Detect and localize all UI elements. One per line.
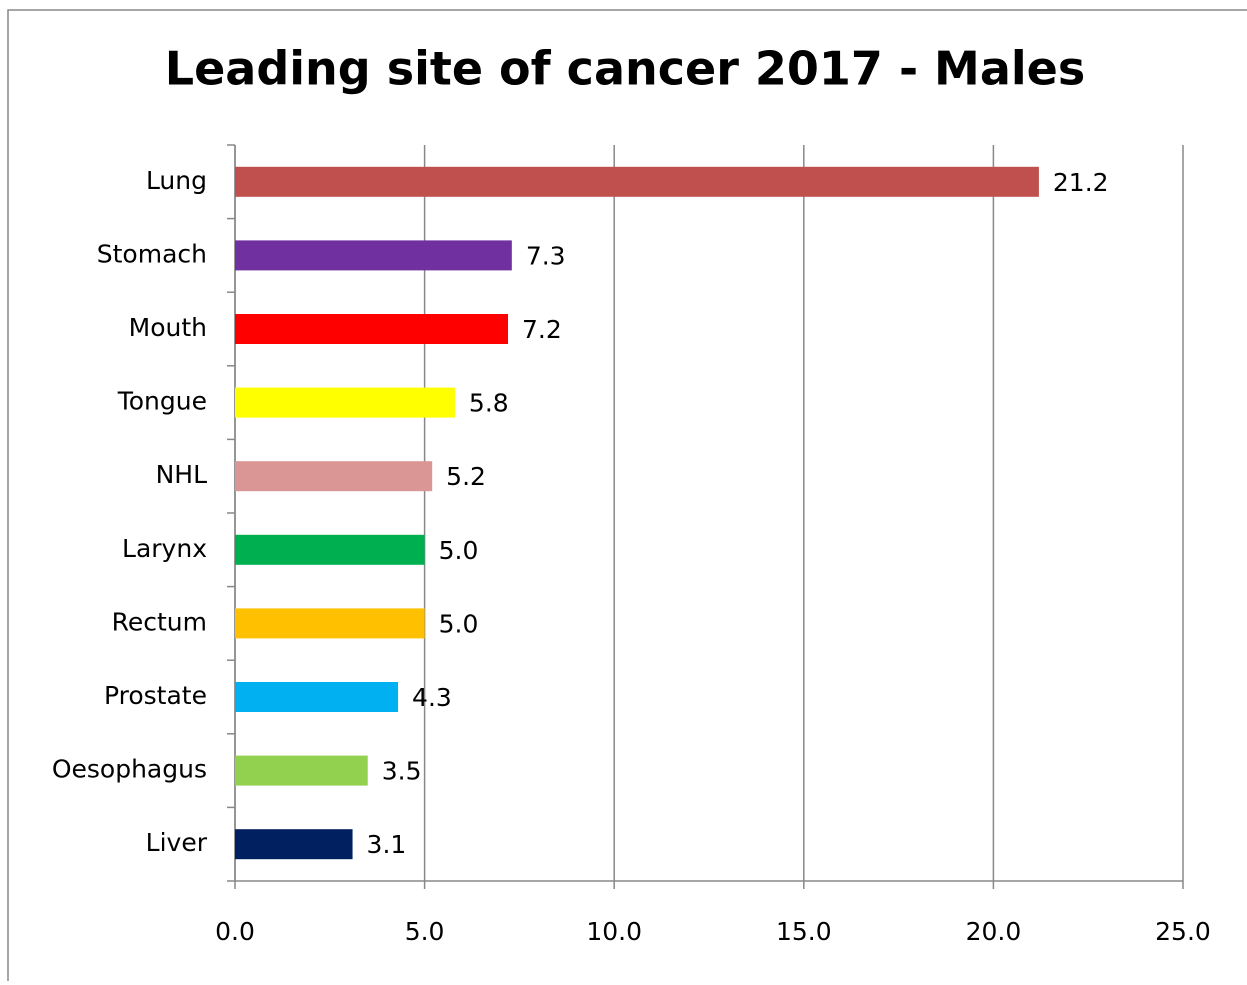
bar	[235, 387, 455, 418]
y-tick-label: Stomach	[97, 239, 207, 268]
y-tick-label: Mouth	[129, 313, 207, 342]
bar	[235, 240, 512, 271]
y-tick-label: Lung	[146, 166, 207, 195]
x-tick-label: 0.0	[215, 917, 255, 946]
y-tick-label: Liver	[146, 828, 208, 857]
x-tick-label: 20.0	[966, 917, 1022, 946]
data-label: 5.0	[439, 609, 479, 638]
y-tick-label: Tongue	[117, 387, 207, 416]
x-tick-label: 25.0	[1155, 917, 1211, 946]
x-tick-label: 15.0	[776, 917, 832, 946]
bar	[235, 829, 353, 860]
y-tick-label: Larynx	[122, 534, 207, 563]
data-label: 5.8	[469, 389, 509, 418]
data-label: 5.2	[446, 462, 486, 491]
y-tick-label: NHL	[156, 460, 208, 489]
data-label: 4.3	[412, 683, 452, 712]
bar	[235, 314, 509, 344]
x-tick-label: 10.0	[586, 917, 642, 946]
data-label: 3.1	[367, 830, 407, 859]
bar	[235, 682, 399, 712]
x-tick-label: 5.0	[405, 917, 445, 946]
bar	[235, 755, 368, 786]
data-label: 7.3	[526, 241, 566, 270]
bar	[235, 534, 425, 565]
bar	[235, 166, 1039, 197]
data-label: 21.2	[1053, 168, 1109, 197]
bar	[235, 461, 433, 492]
data-label: 7.2	[522, 315, 562, 344]
chart-title: Leading site of cancer 2017 - Males	[165, 42, 1085, 96]
y-tick-label: Rectum	[112, 607, 207, 636]
y-tick-label: Oesophagus	[52, 755, 207, 784]
data-label: 3.5	[382, 757, 422, 786]
y-tick-label: Prostate	[104, 681, 207, 710]
data-label: 5.0	[439, 536, 479, 565]
bar	[235, 608, 425, 639]
